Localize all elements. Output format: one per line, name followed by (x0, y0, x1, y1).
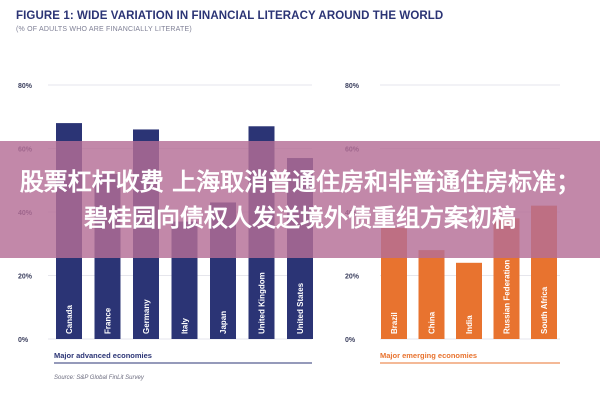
group-label: Major emerging economies (380, 351, 477, 360)
y-tick-label: 80% (345, 83, 360, 90)
bar-india[interactable] (456, 262, 482, 339)
category-label: Japan (219, 311, 228, 334)
bar-china[interactable] (418, 250, 445, 339)
y-tick-label: 0% (18, 337, 29, 344)
y-tick-label: 80% (18, 83, 33, 90)
category-label: United Kingdom (258, 272, 267, 334)
category-label: Russian Federation (503, 260, 512, 334)
category-label: Germany (142, 299, 151, 334)
category-label: Brazil (390, 312, 399, 334)
category-label: France (104, 307, 113, 334)
y-tick-label: 20% (18, 274, 33, 281)
news-headline-text[interactable]: 股票杠杆收费 上海取消普通住房和非普通住房标准；碧桂园向债权人发送境外债重组方案… (19, 167, 581, 232)
chart-subtitle: (% OF ADULTS WHO ARE FINANCIALLY LITERAT… (16, 26, 192, 33)
chart-title: FIGURE 1: WIDE VARIATION IN FINANCIAL LI… (16, 10, 444, 22)
y-tick-label: 20% (345, 274, 360, 281)
group-label: Major advanced economies (54, 351, 152, 360)
y-tick-label: 0% (345, 337, 356, 344)
category-label: Canada (65, 305, 74, 334)
category-label: United States (296, 282, 305, 334)
news-headline-banner[interactable]: 股票杠杆收费 上海取消普通住房和非普通住房标准；碧桂园向债权人发送境外债重组方案… (0, 141, 600, 258)
category-label: China (428, 311, 437, 334)
category-label: India (465, 315, 474, 334)
chart-source: Source: S&P Global FinLit Survey (54, 375, 144, 381)
category-label: South Africa (540, 286, 549, 334)
category-label: Italy (181, 317, 190, 334)
